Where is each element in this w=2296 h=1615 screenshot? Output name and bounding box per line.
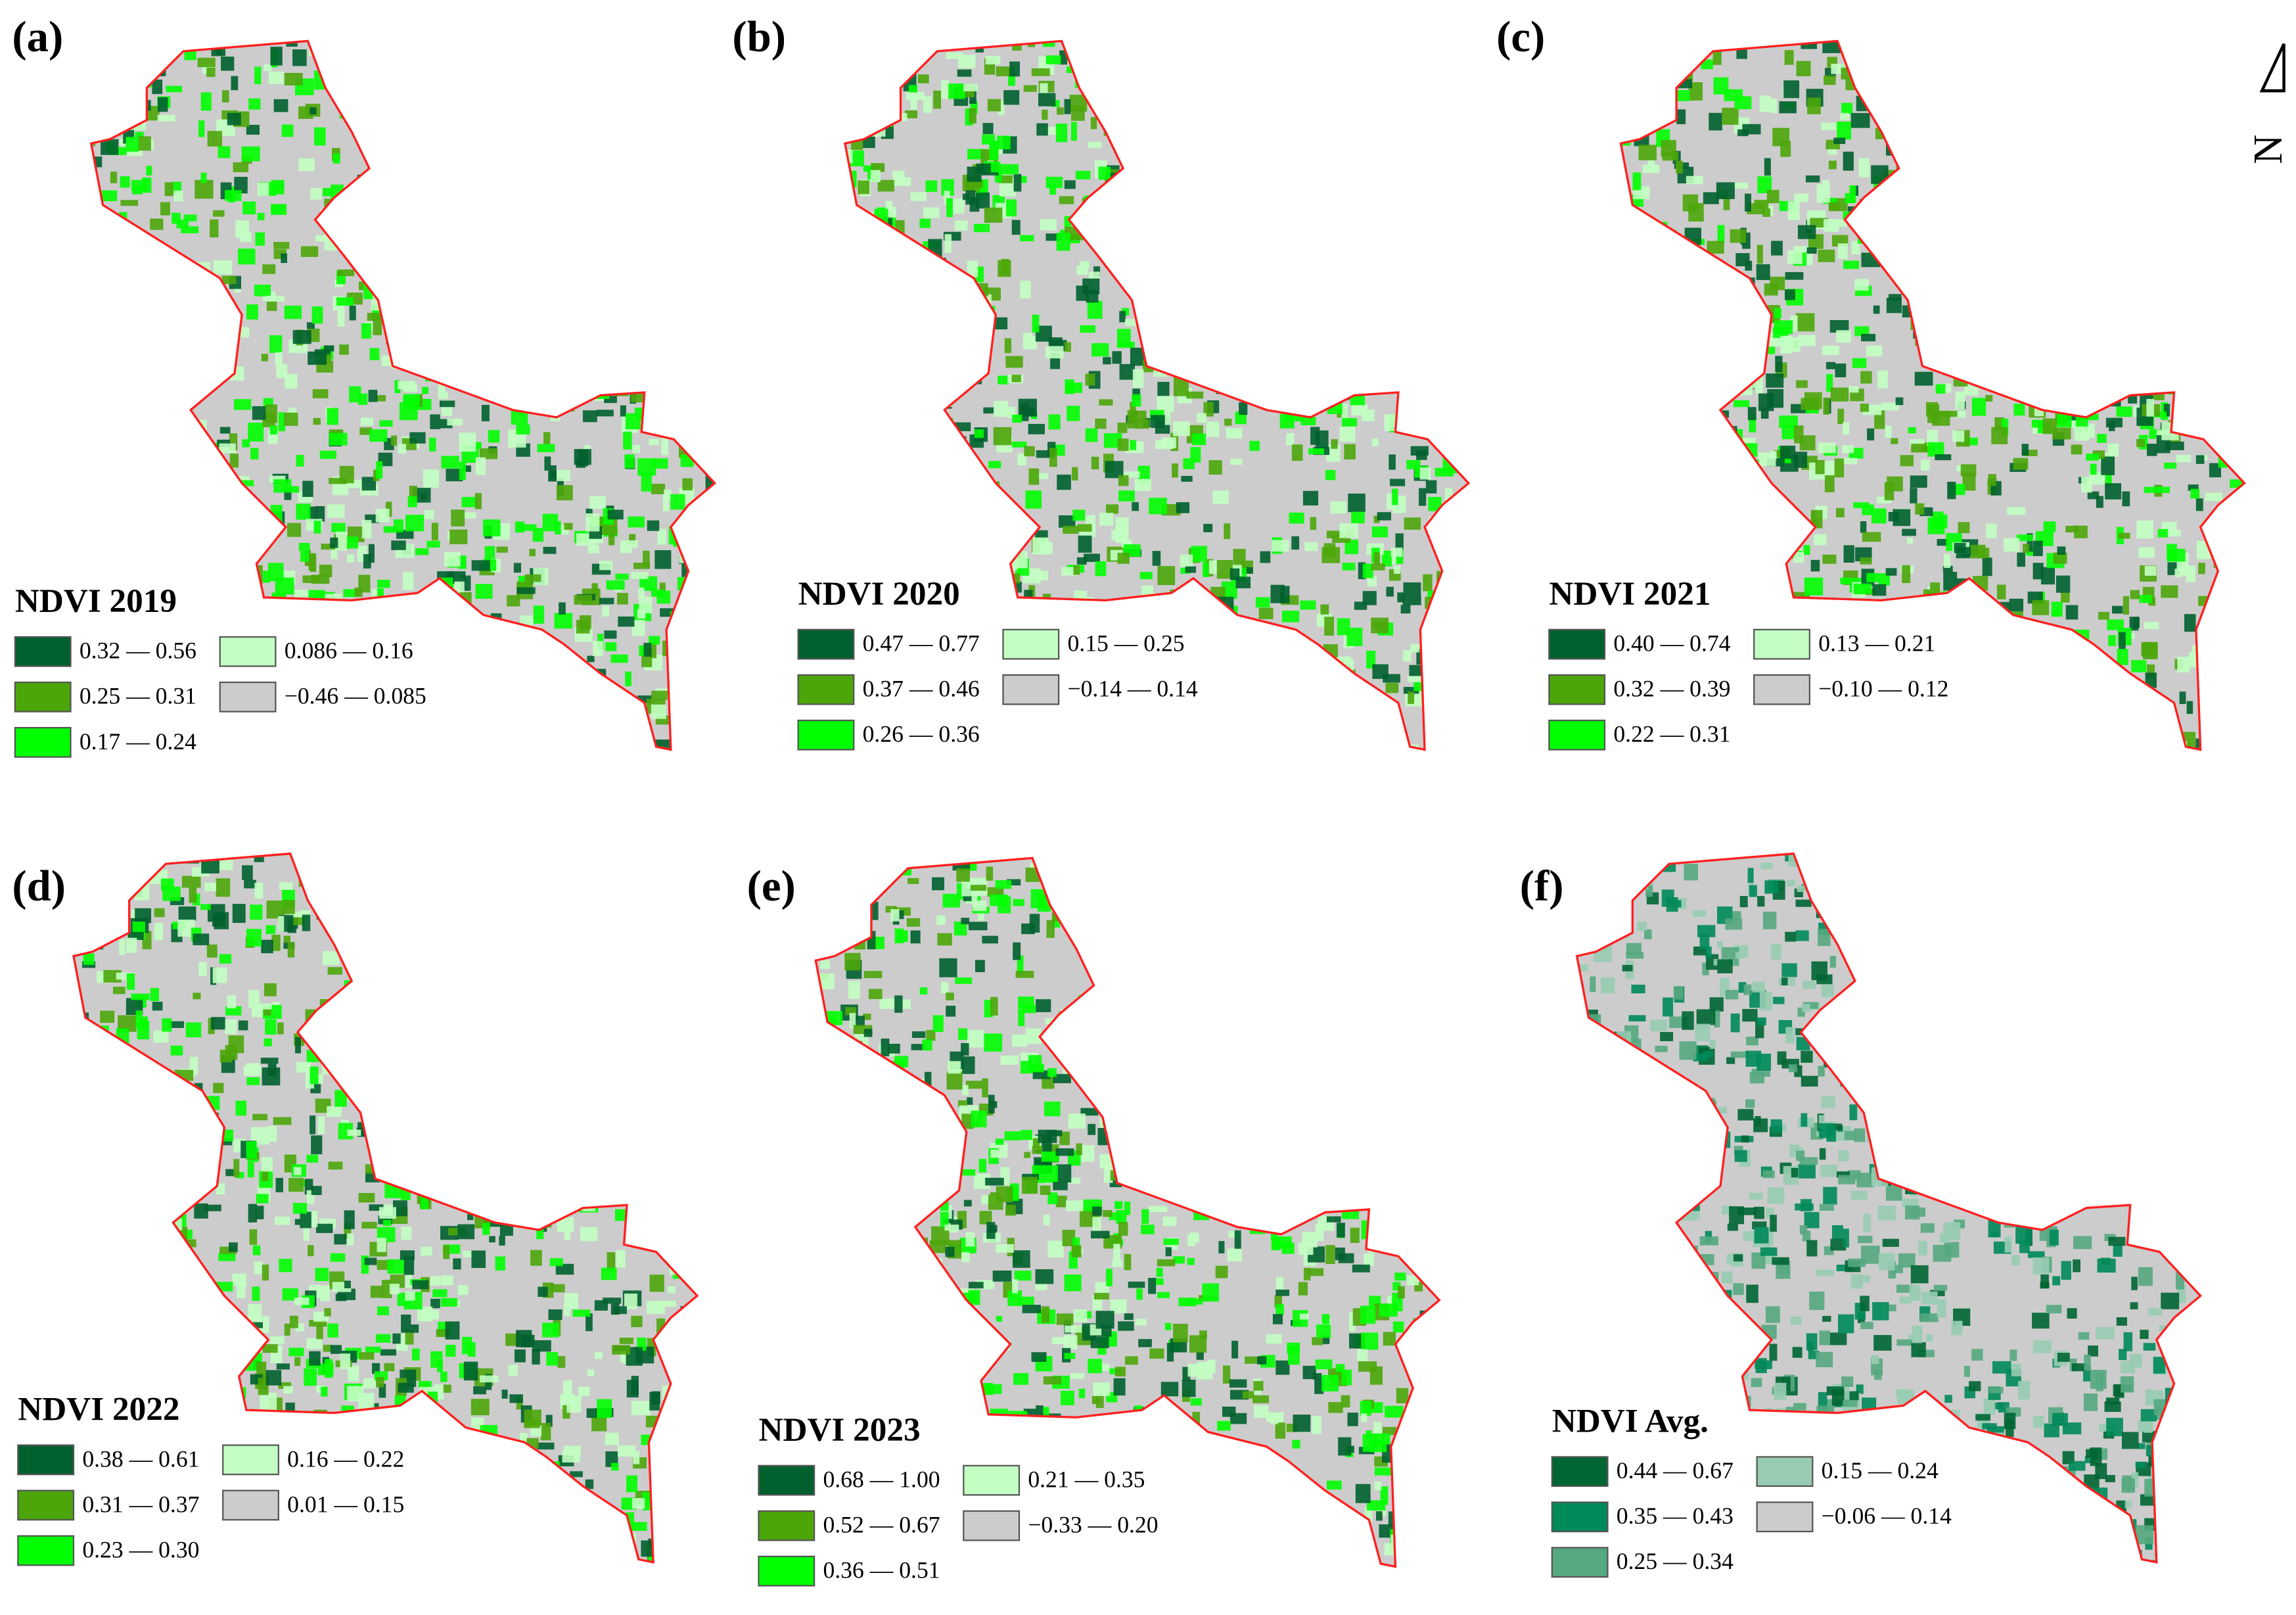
north-arrow-head — [2259, 43, 2285, 93]
legend-label: 0.32 — 0.39 — [1613, 676, 1730, 702]
map — [843, 39, 1471, 751]
legend-swatch — [963, 1510, 1021, 1541]
legend-swatch — [758, 1555, 815, 1587]
legend-swatch — [219, 681, 277, 713]
legend-swatch — [1551, 1501, 1609, 1533]
map-background — [1620, 41, 2245, 750]
legend-swatch — [1753, 628, 1810, 660]
legend-swatch — [1551, 1456, 1609, 1487]
legend-title: NDVI 2023 — [758, 1411, 920, 1449]
legend-swatch — [1002, 674, 1060, 705]
legend-swatch — [14, 726, 72, 758]
legend-swatch — [797, 719, 855, 751]
legend-label: 0.25 — 0.34 — [1617, 1548, 1733, 1574]
map-boundary — [1575, 852, 2203, 1564]
north-label: N — [2245, 135, 2291, 164]
legend-label: −0.06 — 0.14 — [1822, 1503, 1952, 1529]
legend-label: 0.52 — 0.67 — [823, 1512, 940, 1538]
map-background — [91, 41, 715, 750]
legend-swatch — [758, 1464, 815, 1496]
panel-label: (c) — [1496, 12, 1545, 61]
legend-label: 0.25 — 0.31 — [80, 683, 196, 709]
legend-label: 0.01 — 0.15 — [287, 1491, 404, 1517]
map-boundary — [1619, 39, 2246, 751]
panel-label: (f) — [1520, 862, 1564, 910]
panel-label: (e) — [747, 862, 796, 910]
panel: (e) NDVI 2023 0.68 — 1.00 0.52 — 0.67 0.36 —… — [747, 856, 1441, 1587]
map-boundary — [843, 39, 1471, 751]
legend-swatch — [222, 1489, 279, 1521]
legend-label: 0.40 — 0.74 — [1613, 630, 1730, 657]
legend-label: −0.46 — 0.085 — [285, 683, 426, 709]
legend-label: 0.35 — 0.43 — [1617, 1503, 1733, 1529]
legend-label: 0.22 — 0.31 — [1613, 721, 1730, 747]
legend-swatch — [14, 636, 72, 667]
map-boundary — [814, 856, 1441, 1568]
legend-label: −0.33 — 0.20 — [1028, 1512, 1158, 1538]
legend-swatch — [1548, 674, 1606, 705]
panel: (d) NDVI 2022 0.38 — 0.61 0.31 — 0.37 0.23 —… — [12, 852, 699, 1566]
legend-label: 0.32 — 0.56 — [80, 638, 196, 664]
panel: (c) NDVI 2021 0.40 — 0.74 0.32 — 0.39 0.22 —… — [1496, 12, 2246, 751]
legend-label: 0.36 — 0.51 — [823, 1557, 940, 1583]
legend-label: 0.16 — 0.22 — [287, 1445, 404, 1472]
legend-label: 0.15 — 0.24 — [1822, 1457, 1939, 1484]
map-boundary — [89, 39, 717, 751]
legend-title: NDVI 2021 — [1549, 575, 1711, 613]
legend-label: 0.47 — 0.77 — [863, 630, 980, 657]
map-boundary — [72, 852, 699, 1564]
legend-swatch — [219, 636, 277, 667]
panel-label: (b) — [732, 12, 786, 61]
legend-swatch — [14, 681, 72, 713]
panel: (a) NDVI 2019 0.32 — 0.56 0.25 — 0.31 0.17 —… — [12, 12, 717, 758]
legend-swatch — [1548, 628, 1606, 660]
legend-swatch — [758, 1510, 815, 1541]
legend-swatch — [963, 1464, 1021, 1496]
legend-swatch — [797, 628, 855, 660]
legend-label: 0.21 — 0.35 — [1028, 1466, 1145, 1492]
legend-label: 0.38 — 0.61 — [82, 1445, 199, 1472]
legend-label: 0.23 — 0.30 — [82, 1536, 199, 1562]
legend-title: NDVI Avg. — [1552, 1403, 1709, 1440]
panel-label: (d) — [12, 862, 66, 910]
legend-label: 0.26 — 0.36 — [863, 721, 980, 747]
legend-label: 0.15 — 0.25 — [1067, 630, 1184, 657]
legend-swatch — [17, 1535, 75, 1566]
legend-label: 0.44 — 0.67 — [1617, 1457, 1733, 1484]
legend-label: 0.13 — 0.21 — [1818, 630, 1935, 657]
legend-swatch — [1753, 674, 1810, 705]
legend-title: NDVI 2019 — [15, 582, 177, 620]
north-arrow: N — [2245, 43, 2291, 164]
legend-swatch — [1756, 1456, 1814, 1487]
legend-label: 0.37 — 0.46 — [863, 676, 980, 702]
legend-label: 0.086 — 0.16 — [285, 638, 413, 664]
legend-swatch — [222, 1444, 279, 1476]
legend-swatch — [1756, 1501, 1814, 1533]
legend-label: 0.31 — 0.37 — [82, 1491, 199, 1517]
legend-title: NDVI 2020 — [798, 575, 960, 613]
legend-label: −0.14 — 0.14 — [1067, 676, 1197, 702]
panel-label: (a) — [12, 12, 63, 61]
legend-swatch — [17, 1444, 75, 1476]
legend-swatch — [1548, 719, 1606, 751]
panel: (f) NDVI Avg. 0.44 — 0.67 0.35 — 0.43 0.25 —… — [1520, 852, 2203, 1578]
legend-swatch — [797, 674, 855, 705]
panel: (b) NDVI 2020 0.47 — 0.77 0.37 — 0.46 0.26 —… — [732, 12, 1471, 751]
legend-swatch — [1002, 628, 1060, 660]
legend-label: −0.10 — 0.12 — [1818, 676, 1948, 702]
legend-swatch — [1551, 1547, 1609, 1578]
legend-label: 0.68 — 1.00 — [823, 1466, 940, 1492]
legend-title: NDVI 2022 — [18, 1391, 179, 1428]
legend-label: 0.17 — 0.24 — [80, 728, 196, 755]
legend-swatch — [17, 1489, 75, 1521]
